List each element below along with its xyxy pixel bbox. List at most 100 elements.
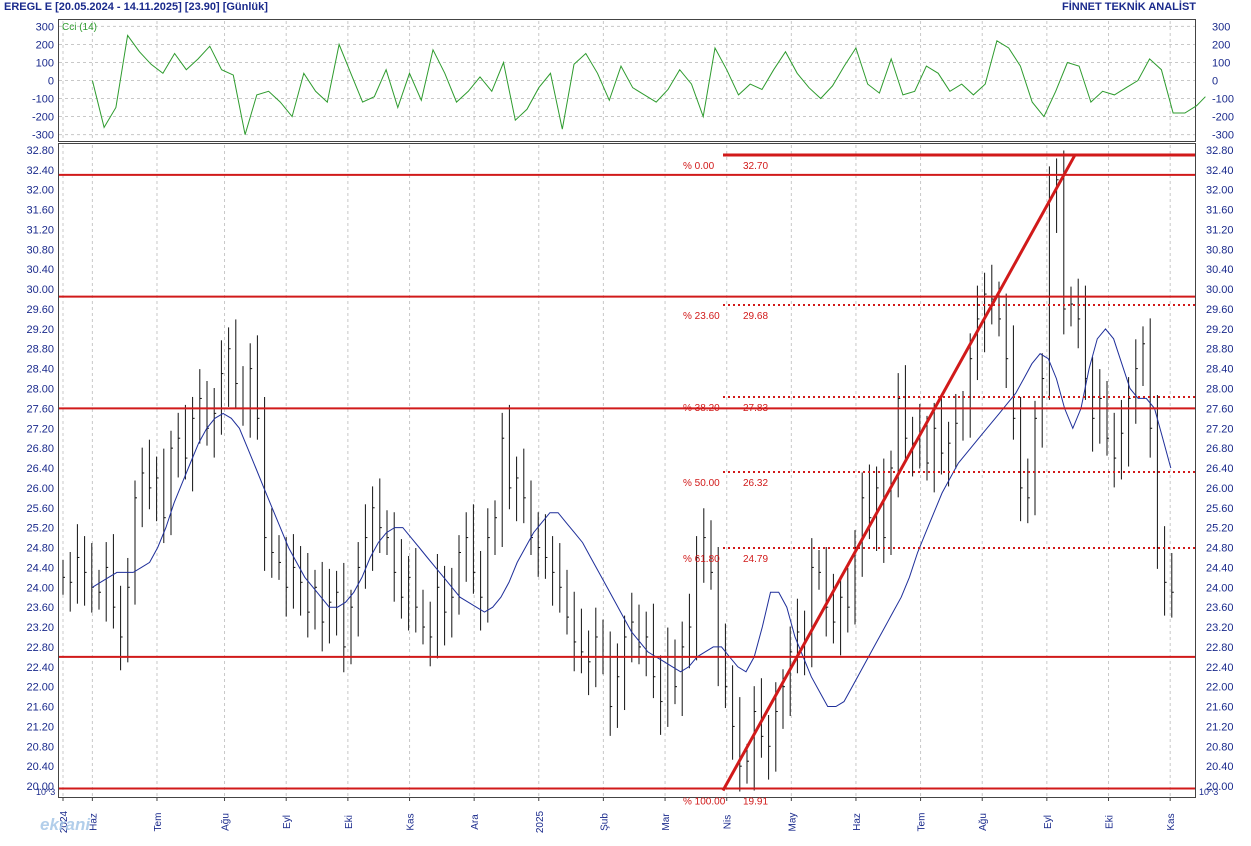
price-tick-right: 29.60 [1206, 304, 1234, 316]
price-tick-left: 20.80 [26, 741, 54, 753]
price-tick-right: 28.80 [1206, 344, 1234, 356]
cci-tick-left: 200 [36, 39, 54, 51]
price-tick-right: 27.20 [1206, 423, 1234, 435]
price-tick-left: 24.80 [26, 543, 54, 555]
time-axis-label: 2025 [535, 810, 546, 833]
price-tick-left: 32.00 [26, 185, 54, 197]
price-tick-right: 27.60 [1206, 403, 1234, 415]
price-tick-left: 26.80 [26, 443, 54, 455]
price-tick-left: 22.80 [26, 642, 54, 654]
price-tick-left: 30.80 [26, 244, 54, 256]
price-tick-left: 24.00 [26, 582, 54, 594]
time-axis-label: Kas [1166, 813, 1177, 830]
price-tick-right: 32.80 [1206, 145, 1234, 157]
price-tick-right: 26.40 [1206, 463, 1234, 475]
time-axis-label: May [787, 813, 798, 832]
cci-tick-right: -100 [1212, 94, 1234, 106]
price-tick-right: 30.00 [1206, 284, 1234, 296]
cci-layer [91, 34, 1206, 135]
time-axis-label: Ara [470, 814, 481, 830]
cci-tick-right: 100 [1212, 57, 1230, 69]
fibonacci-value-label: 29.68 [743, 311, 768, 322]
time-axis-label: Tem [153, 813, 164, 832]
fibonacci-pct-label: % 100.00 [683, 797, 726, 808]
price-tick-left: 30.40 [26, 264, 54, 276]
price-layer [62, 150, 1174, 792]
price-tick-left: 31.20 [26, 224, 54, 236]
cci-tick-left: 0 [48, 76, 54, 88]
price-tick-left: 20.00 [26, 781, 54, 793]
cci-tick-right: 0 [1212, 76, 1218, 88]
fibonacci-pct-label: % 50.00 [683, 478, 720, 489]
price-tick-right: 23.20 [1206, 622, 1234, 634]
price-tick-right: 28.00 [1206, 384, 1234, 396]
price-tick-right: 31.20 [1206, 224, 1234, 236]
axis-labels: 300 300 200 200 100 100 0 0 -100 -100 -200 -200 -300… [26, 21, 1234, 833]
price-tick-left: 22.40 [26, 662, 54, 674]
price-tick-left: 21.20 [26, 721, 54, 733]
time-axis-label: Nis [723, 815, 734, 829]
unit-label-right: 10^3 [1199, 787, 1218, 797]
chart-title: EREGL E [20.05.2024 - 14.11.2025] [23.90… [4, 1, 268, 13]
time-axis-label: Haz [88, 813, 99, 831]
cci-tick-left: 100 [36, 57, 54, 69]
fibonacci-pct-label: % 38.20 [683, 403, 720, 414]
price-tick-right: 31.60 [1206, 205, 1234, 217]
price-tick-left: 28.00 [26, 384, 54, 396]
cci-tick-right: 200 [1212, 39, 1230, 51]
cci-tick-left: -300 [32, 130, 54, 142]
price-tick-left: 28.80 [26, 344, 54, 356]
price-tick-right: 32.00 [1206, 185, 1234, 197]
cci-tick-left: -200 [32, 112, 54, 124]
moving-average-line [92, 328, 1172, 707]
price-tick-left: 25.60 [26, 503, 54, 515]
time-axis-label: Mar [661, 813, 672, 831]
price-tick-right: 28.40 [1206, 364, 1234, 376]
price-grid [62, 21, 1171, 796]
watermark-logo: ekrani [40, 815, 91, 834]
time-axis-label: Ağu [978, 813, 989, 831]
time-axis-label: Eki [1105, 815, 1116, 829]
fibonacci-value-label: 32.70 [743, 161, 768, 172]
cci-tick-right: 300 [1212, 21, 1230, 33]
price-tick-right: 20.80 [1206, 741, 1234, 753]
unit-label-left: 10^3 [36, 787, 55, 797]
price-tick-right: 25.60 [1206, 503, 1234, 515]
time-axis-label: Kas [406, 813, 417, 830]
price-tick-left: 29.60 [26, 304, 54, 316]
cci-tick-left: 300 [36, 21, 54, 33]
time-axis-label: Ağu [221, 813, 232, 831]
cci-tick-right: -300 [1212, 130, 1234, 142]
time-axis-label: Eki [344, 815, 355, 829]
time-axis-label: Tem [917, 813, 928, 832]
price-tick-right: 20.00 [1206, 781, 1234, 793]
price-tick-left: 23.20 [26, 622, 54, 634]
cci-series-line [91, 34, 1206, 135]
price-tick-left: 22.00 [26, 682, 54, 694]
price-panel [58, 143, 1196, 798]
price-tick-left: 26.00 [26, 483, 54, 495]
fibonacci-value-label: 27.83 [743, 403, 768, 414]
price-tick-right: 29.20 [1206, 324, 1234, 336]
price-tick-left: 25.20 [26, 523, 54, 535]
price-tick-right: 21.60 [1206, 702, 1234, 714]
price-tick-left: 21.60 [26, 702, 54, 714]
price-tick-left: 20.40 [26, 761, 54, 773]
price-tick-right: 24.40 [1206, 562, 1234, 574]
price-tick-right: 30.80 [1206, 244, 1234, 256]
price-tick-left: 31.60 [26, 205, 54, 217]
price-tick-left: 32.40 [26, 165, 54, 177]
price-tick-right: 22.40 [1206, 662, 1234, 674]
price-tick-right: 20.40 [1206, 761, 1234, 773]
fibonacci-pct-label: % 61.80 [683, 554, 720, 565]
price-tick-left: 23.60 [26, 602, 54, 614]
cci-label: Cci (14) [62, 22, 97, 33]
time-axis-label: 2024 [59, 810, 70, 833]
price-tick-right: 22.80 [1206, 642, 1234, 654]
time-axis-label: Eyl [1043, 815, 1054, 829]
fibonacci-overlay: % 0.00 32.70 % 23.60 29.68 % 38.20 27.83 % 50.… [59, 153, 1195, 808]
price-tick-right: 24.00 [1206, 582, 1234, 594]
cci-tick-left: -100 [32, 94, 54, 106]
provider-title: FİNNET TEKNİK ANALİST [1061, 1, 1196, 13]
